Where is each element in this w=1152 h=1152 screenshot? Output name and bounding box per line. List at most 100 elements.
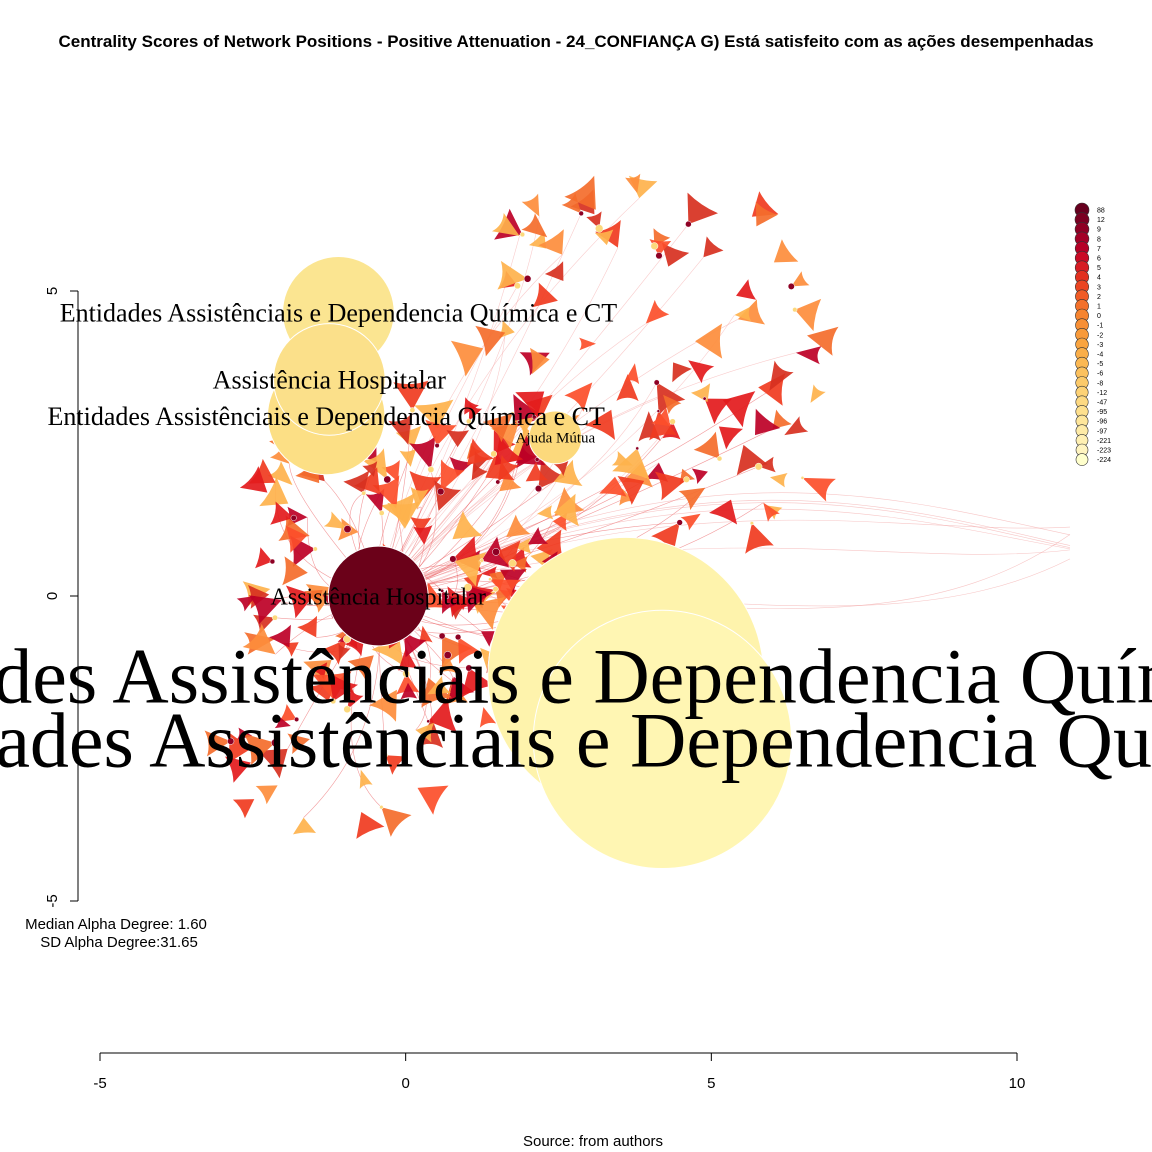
network-node [635,446,640,451]
leaf-flare [586,211,602,229]
leaf-flare [538,229,564,255]
leaf-flare [680,513,701,531]
labeled-node [528,410,583,465]
legend-label: -221 [1097,438,1111,445]
source-note: Source: from authors [523,1133,663,1150]
leaf-flare [446,430,469,448]
leaf-flare [425,419,457,446]
leaf-flare [304,589,323,608]
network-node [440,588,445,593]
leaf-flare [579,337,596,351]
leaf-flare [415,722,435,743]
network-node [437,487,445,496]
legend-label: -223 [1097,448,1111,455]
leaf-flare [718,426,743,450]
leaf-flare [651,407,671,427]
network-node [655,252,663,260]
leaf-flare [802,477,836,502]
leaf-flare [490,579,521,603]
leaf-flare [287,733,310,754]
network-node [534,485,543,493]
leaf-flare [538,459,566,489]
leaf-flare [427,675,451,695]
network-node [685,220,692,228]
x-tick-label: 10 [1009,1075,1026,1092]
leaf-flare [243,733,276,766]
leaf-flare [585,409,615,440]
leaf-flare [770,473,788,488]
network-node [578,210,584,217]
x-tick-label: -5 [93,1075,106,1092]
leaf-flare [285,525,307,553]
leaf-flare [536,529,565,563]
leaf-flare [564,382,593,412]
leaf-flare [365,488,385,513]
leaf-flare [255,785,278,805]
node-label: Assistência Hospitalar [213,366,447,395]
leaf-flare [347,688,364,710]
leaf-flare [678,487,706,511]
leaf-flare [755,408,781,436]
leaf-flare [625,173,641,194]
network-edge [377,216,540,597]
legend-label: 9 [1097,227,1101,234]
leaf-flare [695,323,723,359]
leaf-flare [473,597,505,630]
leaf-flare [428,697,457,733]
network-node [702,396,707,401]
leaf-flare [403,630,427,658]
leaf-flare [497,454,520,482]
leaf-flare [270,501,294,525]
network-node [290,514,297,521]
network-node [517,420,521,424]
leaf-flare [497,260,528,290]
network-node [749,521,754,526]
leaf-flare [709,499,738,525]
leaf-flare [595,229,614,246]
leaf-flare [553,493,579,527]
leaf-flare [297,615,317,638]
network-node [379,805,384,810]
legend-label: -3 [1097,342,1103,349]
leaf-flare [372,475,400,509]
legend-label: 8 [1097,236,1101,243]
leaf-flare [387,501,421,529]
network-node [595,224,604,233]
x-tick-label: 0 [401,1075,409,1092]
leaf-flare [278,704,297,722]
leaf-flare [409,470,442,503]
network-node [792,307,798,313]
y-tick-label: 0 [44,592,61,600]
leaf-flare [255,547,273,569]
y-tick-label: 5 [44,287,61,295]
network-node [534,457,540,462]
leaf-flare [475,325,506,357]
leaf-flare [274,715,291,729]
leaf-flare [704,398,732,425]
leaf-flare [369,689,397,722]
network-node [383,475,392,484]
leaf-flare [769,360,794,391]
leaf-flare [362,461,378,477]
leaf-flare [703,236,724,258]
leaf-flare [649,411,677,441]
node-label: Assistência Hospitalar [271,584,486,610]
network-labeled-nodes [267,256,793,870]
legend-label: 7 [1097,246,1101,253]
x-axis: -5 0 5 10 [93,1052,1026,1092]
legend-label: -6 [1097,371,1103,378]
leaf-flare [338,643,351,661]
leaf-flare [225,756,251,783]
network-node [271,738,280,747]
leaf-flare [693,431,720,459]
legend-label: 3 [1097,284,1101,291]
legend-label: 2 [1097,294,1101,301]
network-node [492,586,499,593]
legend-label: -96 [1097,419,1107,426]
network-node [716,455,723,462]
network-node [531,414,537,420]
y-axis: -5 0 5 [44,287,79,908]
leaf-flare [722,391,756,428]
y-tick-label: -5 [44,894,61,907]
